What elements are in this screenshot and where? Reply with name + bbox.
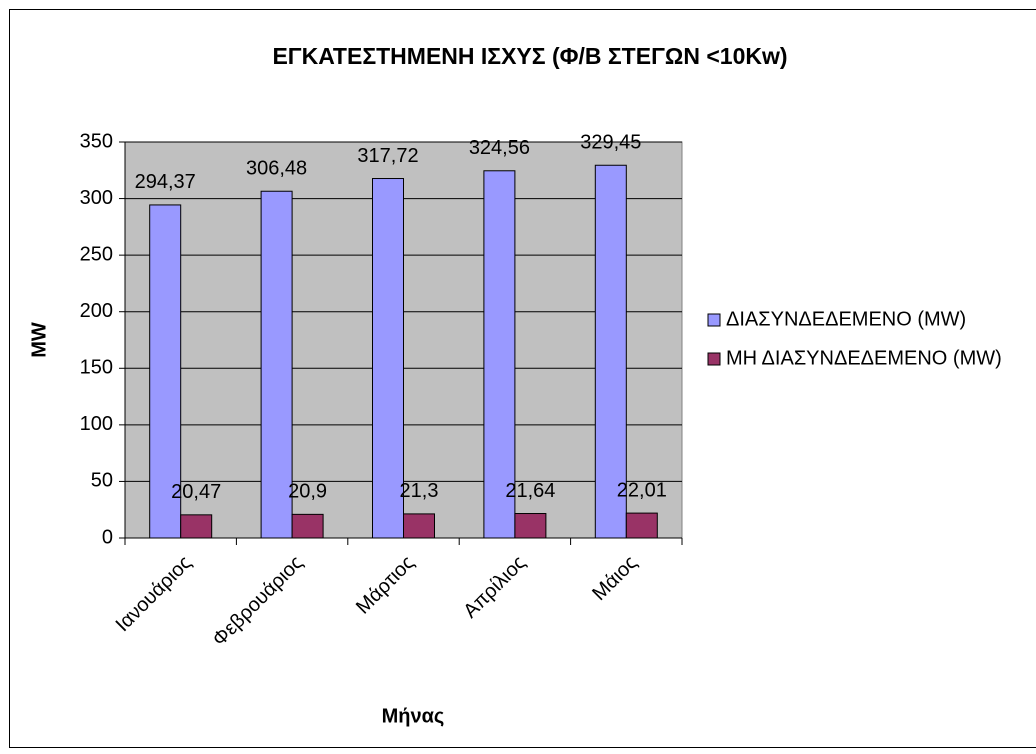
data-label: 21,3 [400,480,439,502]
bar [291,513,324,539]
legend-label: ΔΙΑΣΥΝΔΕΔΕΜΕΝΟ (MW) [726,308,966,330]
legend-swatch [707,352,721,366]
y-tick-label: 50 [91,470,113,492]
legend-swatch [707,313,721,327]
data-label: 306,48 [246,158,307,180]
y-tick-label: 300 [80,187,113,209]
y-tick-label: 250 [80,243,113,265]
bar [372,178,404,539]
chart-title: ΕΓΚΑΤΕΣΤΗΜΕΝΗ ΙΣΧΥΣ (Φ/Β ΣΤΕΓΩΝ <10Kw) [272,43,787,69]
bar [625,512,658,539]
bar [403,513,435,539]
y-axis-title: MW [28,322,50,358]
y-tick-label: 0 [102,526,113,548]
y-tick-label: 200 [80,300,113,322]
data-label: 317,72 [357,145,418,167]
legend-label: ΜΗ ΔΙΑΣΥΝΔΕΔΕΜΕΝΟ (MW) [726,347,1002,369]
data-label: 22,01 [617,479,667,501]
data-label: 20,9 [288,481,327,503]
data-label: 324,56 [469,137,530,159]
x-axis-title: Μήνας [382,705,445,727]
bar [483,170,516,539]
y-tick-label: 100 [80,413,113,435]
bar [149,204,182,539]
y-tick-label: 150 [80,357,113,379]
data-label: 20,47 [171,481,221,503]
bar [180,514,213,539]
y-tick-label: 350 [80,130,113,152]
data-label: 294,37 [135,171,196,193]
bar [594,164,627,539]
bar [260,190,293,539]
data-label: 329,45 [580,132,641,154]
data-label: 21,64 [505,480,555,502]
bar [514,513,547,539]
